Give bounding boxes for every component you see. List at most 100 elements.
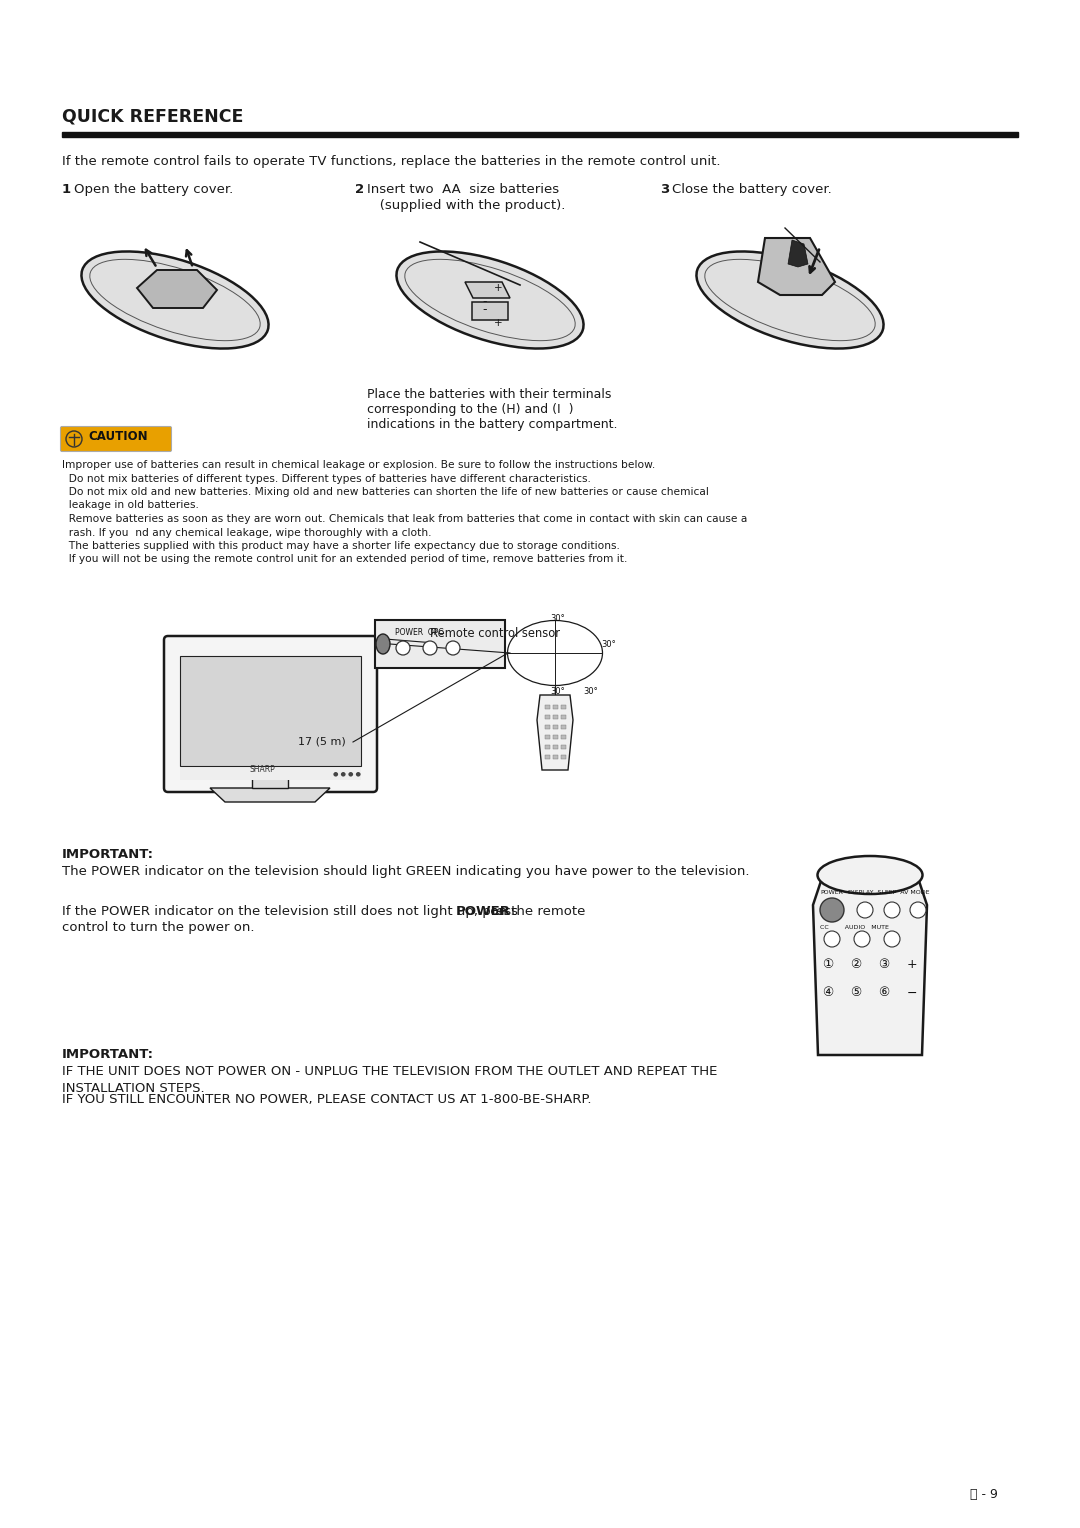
Polygon shape <box>472 303 508 319</box>
Bar <box>561 755 566 759</box>
Polygon shape <box>465 283 510 298</box>
Ellipse shape <box>818 856 922 894</box>
Text: on the remote: on the remote <box>486 905 585 918</box>
Bar <box>553 724 557 729</box>
Bar <box>561 715 566 720</box>
Polygon shape <box>758 238 835 295</box>
Text: rash. If you  nd any chemical leakage, wipe thoroughly with a cloth.: rash. If you nd any chemical leakage, wi… <box>62 527 432 538</box>
Circle shape <box>396 642 410 656</box>
Text: Remove batteries as soon as they are worn out. Chemicals that leak from batterie: Remove batteries as soon as they are wor… <box>62 513 747 524</box>
Text: If the POWER indicator on the television still does not light up, press: If the POWER indicator on the television… <box>62 905 518 918</box>
Circle shape <box>885 931 900 947</box>
Circle shape <box>66 431 82 448</box>
Bar <box>553 704 557 709</box>
Polygon shape <box>813 876 927 1054</box>
Bar <box>561 746 566 749</box>
Text: POWER: POWER <box>820 889 842 895</box>
Text: IMPORTANT:: IMPORTANT: <box>62 848 154 860</box>
Bar <box>180 656 361 766</box>
Text: IMPORTANT:: IMPORTANT: <box>62 1048 154 1060</box>
Bar <box>553 755 557 759</box>
Circle shape <box>446 642 460 656</box>
Text: CAUTION: CAUTION <box>87 429 148 443</box>
Bar <box>544 746 550 749</box>
Text: Open the battery cover.: Open the battery cover. <box>75 183 233 196</box>
Text: INSTALLATION STEPS.: INSTALLATION STEPS. <box>62 1082 204 1096</box>
Text: CC        AUDIO   MUTE: CC AUDIO MUTE <box>820 924 889 931</box>
Ellipse shape <box>396 252 583 348</box>
Polygon shape <box>137 270 217 309</box>
Ellipse shape <box>697 252 883 348</box>
Text: IF YOU STILL ENCOUNTER NO POWER, PLEASE CONTACT US AT 1-800-BE-SHARP.: IF YOU STILL ENCOUNTER NO POWER, PLEASE … <box>62 1093 592 1106</box>
Bar <box>544 755 550 759</box>
Text: Insert two  AA  size batteries: Insert two AA size batteries <box>367 183 559 196</box>
Text: indications in the battery compartment.: indications in the battery compartment. <box>367 419 618 431</box>
Bar <box>544 715 550 720</box>
Text: Remote control sensor: Remote control sensor <box>430 626 561 640</box>
Text: 30°: 30° <box>550 688 565 695</box>
Polygon shape <box>210 788 330 802</box>
Text: -: - <box>483 295 487 309</box>
Text: control to turn the power on.: control to turn the power on. <box>62 921 255 934</box>
Text: (supplied with the product).: (supplied with the product). <box>367 199 565 212</box>
Circle shape <box>858 902 873 918</box>
Text: 3: 3 <box>660 183 670 196</box>
Circle shape <box>824 931 840 947</box>
Text: +: + <box>494 283 502 293</box>
Text: ⑤: ⑤ <box>850 987 862 999</box>
Circle shape <box>854 931 870 947</box>
Text: DISPLAY  SLEEP  AV MODE: DISPLAY SLEEP AV MODE <box>848 889 930 895</box>
Text: 1: 1 <box>62 183 71 196</box>
Text: QUICK REFERENCE: QUICK REFERENCE <box>62 108 243 125</box>
Text: ⑥: ⑥ <box>878 987 890 999</box>
Polygon shape <box>537 695 573 770</box>
Circle shape <box>820 898 843 921</box>
Text: −: − <box>907 987 917 999</box>
Text: If the remote control fails to operate TV functions, replace the batteries in th: If the remote control fails to operate T… <box>62 154 720 168</box>
Text: +: + <box>907 958 917 972</box>
Text: IF THE UNIT DOES NOT POWER ON - UNPLUG THE TELEVISION FROM THE OUTLET AND REPEAT: IF THE UNIT DOES NOT POWER ON - UNPLUG T… <box>62 1065 717 1077</box>
Bar <box>553 746 557 749</box>
Text: corresponding to the (H) and (I  ): corresponding to the (H) and (I ) <box>367 403 573 416</box>
Bar <box>375 620 505 668</box>
Text: ⓔ - 9: ⓔ - 9 <box>970 1488 998 1500</box>
Polygon shape <box>788 240 808 267</box>
Text: ③: ③ <box>878 958 890 972</box>
Text: SHARP: SHARP <box>249 766 275 775</box>
Bar <box>561 724 566 729</box>
Text: POWER  OPC: POWER OPC <box>395 628 444 637</box>
Bar <box>561 735 566 740</box>
Bar <box>544 735 550 740</box>
Text: The batteries supplied with this product may have a shorter life expectancy due : The batteries supplied with this product… <box>62 541 620 552</box>
Text: Do not mix old and new batteries. Mixing old and new batteries can shorten the l: Do not mix old and new batteries. Mixing… <box>62 487 708 497</box>
Bar <box>561 704 566 709</box>
FancyBboxPatch shape <box>60 426 172 451</box>
Text: 30°: 30° <box>583 688 597 695</box>
FancyBboxPatch shape <box>164 636 377 792</box>
Text: Place the batteries with their terminals: Place the batteries with their terminals <box>367 388 611 400</box>
Text: 17 (5 m): 17 (5 m) <box>298 736 346 747</box>
Bar <box>553 735 557 740</box>
Text: POWER: POWER <box>456 905 511 918</box>
Circle shape <box>910 902 926 918</box>
Text: Improper use of batteries can result in chemical leakage or explosion. Be sure t: Improper use of batteries can result in … <box>62 460 656 471</box>
Bar <box>544 724 550 729</box>
Circle shape <box>423 642 437 656</box>
Text: +: + <box>494 318 502 329</box>
Ellipse shape <box>81 252 269 348</box>
Text: ④: ④ <box>822 987 834 999</box>
Bar <box>62 131 1018 138</box>
Text: Do not mix batteries of different types. Different types of batteries have diffe: Do not mix batteries of different types.… <box>62 474 591 483</box>
Bar <box>544 704 550 709</box>
Text: ①: ① <box>822 958 834 972</box>
Bar <box>180 769 361 779</box>
Text: -: - <box>483 303 487 316</box>
Text: 30°: 30° <box>600 640 616 649</box>
Ellipse shape <box>376 634 390 654</box>
Text: ● ● ● ●: ● ● ● ● <box>333 772 361 776</box>
Text: If you will not be using the remote control unit for an extended period of time,: If you will not be using the remote cont… <box>62 555 627 564</box>
Polygon shape <box>252 778 288 788</box>
Text: The POWER indicator on the television should light GREEN indicating you have pow: The POWER indicator on the television sh… <box>62 865 750 879</box>
Bar <box>553 715 557 720</box>
Text: 30°: 30° <box>550 614 565 623</box>
